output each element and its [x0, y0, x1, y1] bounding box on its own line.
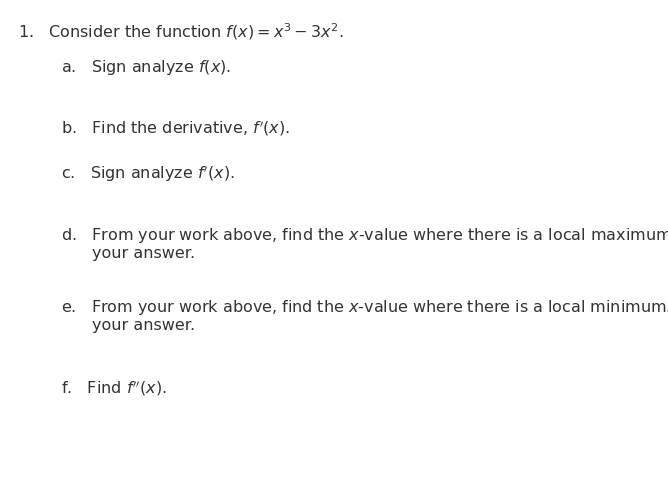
- Text: 1.   Consider the function $f(x) = x^3 - 3x^2$.: 1. Consider the function $f(x) = x^3 - 3…: [18, 21, 344, 42]
- Text: f.   Find $f''(x)$.: f. Find $f''(x)$.: [61, 379, 167, 398]
- Text: d.   From your work above, find the $x$-value where there is a local maximum.  J: d. From your work above, find the $x$-va…: [61, 226, 668, 245]
- Text: your answer.: your answer.: [92, 318, 195, 333]
- Text: b.   Find the derivative, $f'(x)$.: b. Find the derivative, $f'(x)$.: [61, 119, 291, 138]
- Text: your answer.: your answer.: [92, 246, 195, 261]
- Text: c.   Sign analyze $f'(x)$.: c. Sign analyze $f'(x)$.: [61, 163, 235, 183]
- Text: e.   From your work above, find the $x$-value where there is a local minimum.  J: e. From your work above, find the $x$-va…: [61, 298, 668, 317]
- Text: a.   Sign analyze $f(x)$.: a. Sign analyze $f(x)$.: [61, 58, 232, 77]
